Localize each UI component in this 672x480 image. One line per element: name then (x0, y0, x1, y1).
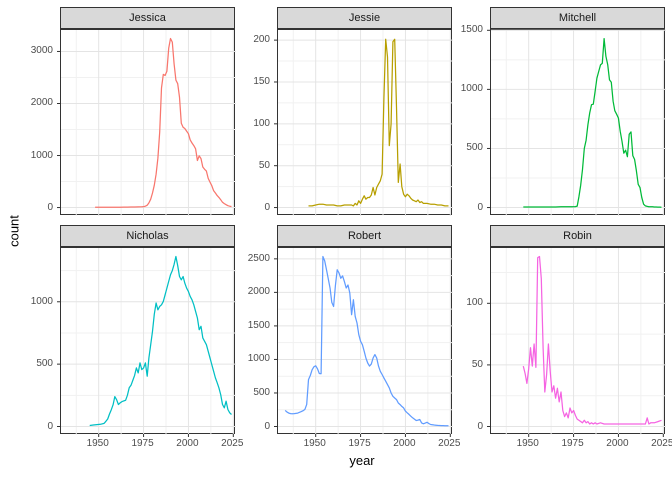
facet-strip-jessica: Jessica (60, 7, 235, 29)
y-tick-label: 0 (47, 420, 53, 432)
y-tick-label: 100 (253, 117, 270, 129)
y-tick-label: 0 (264, 201, 270, 213)
facet-strip-mitchell: Mitchell (490, 7, 665, 29)
y-tick-label: 150 (253, 75, 270, 87)
x-tick-label: 2025 (221, 438, 244, 449)
facet-strip-robert: Robert (277, 225, 452, 247)
y-axis-title: count (6, 215, 22, 247)
facet-panel-jessica (57, 29, 236, 216)
x-tick-label: 1950 (516, 438, 539, 449)
y-tick-label: 3000 (30, 45, 53, 57)
facet-strip-nicholas: Nicholas (60, 225, 235, 247)
facet-title: Nicholas (126, 230, 169, 242)
facet-strip-jessie: Jessie (277, 7, 452, 29)
y-tick-label: 1000 (30, 295, 53, 307)
x-tick-label: 2025 (438, 438, 461, 449)
series-line-jessica (95, 37, 232, 208)
y-tick-label: 500 (253, 386, 270, 398)
y-tick-label: 0 (47, 201, 53, 213)
plot-area (57, 30, 236, 216)
x-tick-label: 1975 (561, 438, 584, 449)
facet-panel-mitchell (487, 29, 666, 216)
facet-panel-nicholas (57, 247, 236, 437)
x-tick-label: 1950 (86, 438, 109, 449)
x-tick-label: 1950 (303, 438, 326, 449)
facet-title: Robin (563, 230, 592, 242)
y-tick-label: 50 (471, 358, 483, 370)
series-line-jessie (308, 38, 449, 207)
y-tick-label: 50 (258, 159, 270, 171)
y-tick-label: 2000 (30, 97, 53, 109)
series-line-nicholas (89, 255, 232, 427)
series-line-robin (522, 255, 662, 425)
facet-title: Jessie (348, 12, 381, 24)
y-tick-label: 0 (477, 420, 483, 432)
plot-area (487, 29, 666, 216)
x-axis-title: year (349, 453, 375, 468)
y-tick-label: 0 (477, 201, 483, 213)
facet-panel-jessie (274, 29, 453, 216)
plot-area (487, 248, 666, 437)
y-tick-label: 1500 (247, 319, 270, 331)
y-tick-label: 1000 (460, 83, 483, 95)
y-tick-label: 200 (253, 34, 270, 46)
x-tick-label: 2000 (393, 438, 416, 449)
series-line-robert (284, 255, 449, 427)
y-tick-label: 1000 (247, 353, 270, 365)
plot-area (57, 248, 236, 437)
y-tick-label: 2000 (247, 286, 270, 298)
x-tick-label: 2025 (651, 438, 672, 449)
y-tick-label: 500 (36, 358, 53, 370)
x-tick-label: 1975 (131, 438, 154, 449)
y-tick-label: 2500 (247, 252, 270, 264)
facet-title: Jessica (129, 12, 166, 24)
y-tick-label: 100 (466, 297, 483, 309)
series-line-mitchell (523, 37, 662, 208)
y-tick-label: 1500 (460, 24, 483, 36)
plot-area (274, 248, 453, 437)
facet-title: Mitchell (558, 12, 597, 24)
x-tick-label: 2000 (606, 438, 629, 449)
y-tick-label: 1000 (30, 149, 53, 161)
y-tick-label: 500 (466, 142, 483, 154)
facet-strip-robin: Robin (490, 225, 665, 247)
x-tick-label: 2000 (176, 438, 199, 449)
plot-area (274, 30, 453, 216)
facet-panel-robert (274, 247, 453, 437)
facet-panel-robin (487, 247, 666, 437)
x-tick-label: 1975 (348, 438, 371, 449)
y-tick-label: 0 (264, 420, 270, 432)
facet-title: Robert (347, 230, 382, 242)
